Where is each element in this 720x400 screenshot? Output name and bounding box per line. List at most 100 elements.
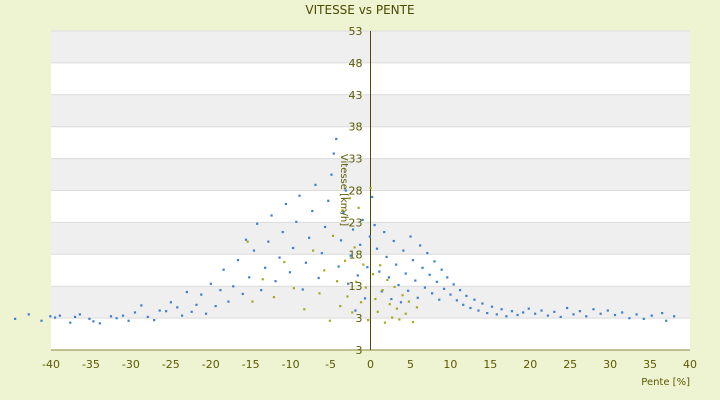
x-tick-label: 30 <box>603 358 617 371</box>
data-point <box>176 306 179 309</box>
data-point <box>455 299 458 302</box>
y-tick-label: 53 <box>349 25 363 38</box>
data-point <box>359 243 362 246</box>
data-point <box>409 235 412 238</box>
data-point <box>383 321 387 324</box>
data-point <box>426 252 429 255</box>
y-tick-label: 3 <box>356 344 363 357</box>
y-tick-label: 43 <box>349 89 363 102</box>
y-tick-label: 48 <box>349 57 363 70</box>
data-point <box>393 285 396 289</box>
x-tick-label: 15 <box>483 358 497 371</box>
data-point <box>366 266 369 269</box>
data-point <box>431 292 434 295</box>
data-point <box>190 310 193 313</box>
x-axis-label: Pente [%] <box>641 377 690 388</box>
data-point <box>49 315 52 318</box>
data-point <box>411 259 415 262</box>
data-point <box>397 283 400 287</box>
data-point <box>165 310 168 313</box>
x-tick-label: -5 <box>325 358 336 371</box>
y-tick-label: 3 <box>356 312 363 325</box>
data-point <box>284 202 288 206</box>
data-point <box>510 310 514 313</box>
data-point <box>465 294 468 297</box>
data-point <box>301 288 304 291</box>
data-point <box>169 301 173 304</box>
data-point <box>27 313 30 316</box>
data-point <box>292 246 295 250</box>
data-point <box>423 286 427 289</box>
data-point <box>307 236 311 239</box>
data-point <box>58 314 61 317</box>
data-point <box>367 319 370 322</box>
data-point <box>219 289 222 292</box>
data-point <box>283 260 286 264</box>
data-point <box>98 322 101 325</box>
data-point <box>342 211 345 215</box>
data-point <box>261 278 264 281</box>
data-point <box>347 282 350 285</box>
data-points <box>14 137 676 325</box>
data-point <box>368 235 371 238</box>
data-point <box>665 319 668 322</box>
data-point <box>92 320 95 323</box>
data-point <box>346 295 349 298</box>
data-point <box>195 303 198 306</box>
data-point <box>272 296 276 299</box>
data-point <box>442 287 446 290</box>
data-point <box>330 173 333 176</box>
data-point <box>351 311 354 314</box>
data-point <box>200 293 203 296</box>
data-point <box>486 311 489 315</box>
data-point <box>402 249 405 252</box>
data-point <box>357 206 360 209</box>
data-point <box>572 313 575 316</box>
data-point <box>281 230 284 234</box>
data-point <box>339 239 343 242</box>
y-tick-label: 38 <box>349 121 363 134</box>
data-point <box>404 272 407 275</box>
x-tick-label: -40 <box>42 358 60 371</box>
data-point <box>78 313 81 316</box>
data-point <box>353 246 356 249</box>
x-tick-label: -10 <box>282 358 300 371</box>
data-point <box>559 315 562 319</box>
data-point <box>592 308 595 311</box>
data-point <box>121 314 125 317</box>
data-point <box>435 280 438 283</box>
data-point <box>335 137 338 141</box>
data-point <box>395 307 399 310</box>
data-point <box>540 309 543 312</box>
data-point <box>344 189 347 192</box>
data-point <box>395 263 398 266</box>
data-point <box>481 302 484 305</box>
data-point <box>414 279 417 282</box>
x-tick-label: -20 <box>202 358 220 371</box>
data-point <box>343 259 347 262</box>
data-point <box>399 301 403 304</box>
data-point <box>288 271 292 274</box>
x-tick-label: 20 <box>523 358 537 371</box>
data-point <box>401 294 404 297</box>
data-point <box>642 317 645 320</box>
data-point <box>244 238 248 241</box>
data-point <box>673 315 676 318</box>
data-point <box>462 303 465 306</box>
data-point <box>354 309 357 312</box>
data-point <box>222 268 225 271</box>
data-point <box>387 276 391 279</box>
data-point <box>522 311 525 314</box>
data-point <box>376 310 379 313</box>
data-point <box>317 276 320 280</box>
data-point <box>295 220 298 223</box>
data-point <box>606 309 609 312</box>
x-tick-labels: -40 -35 -30 -25 -20 -15 -10 -5 0 5 10 15 20 25 30 35 40 <box>42 358 697 371</box>
data-point <box>241 292 244 296</box>
data-point <box>327 199 330 202</box>
data-point <box>534 312 537 315</box>
data-point <box>628 317 631 320</box>
data-point <box>404 312 407 315</box>
data-point <box>349 254 352 257</box>
